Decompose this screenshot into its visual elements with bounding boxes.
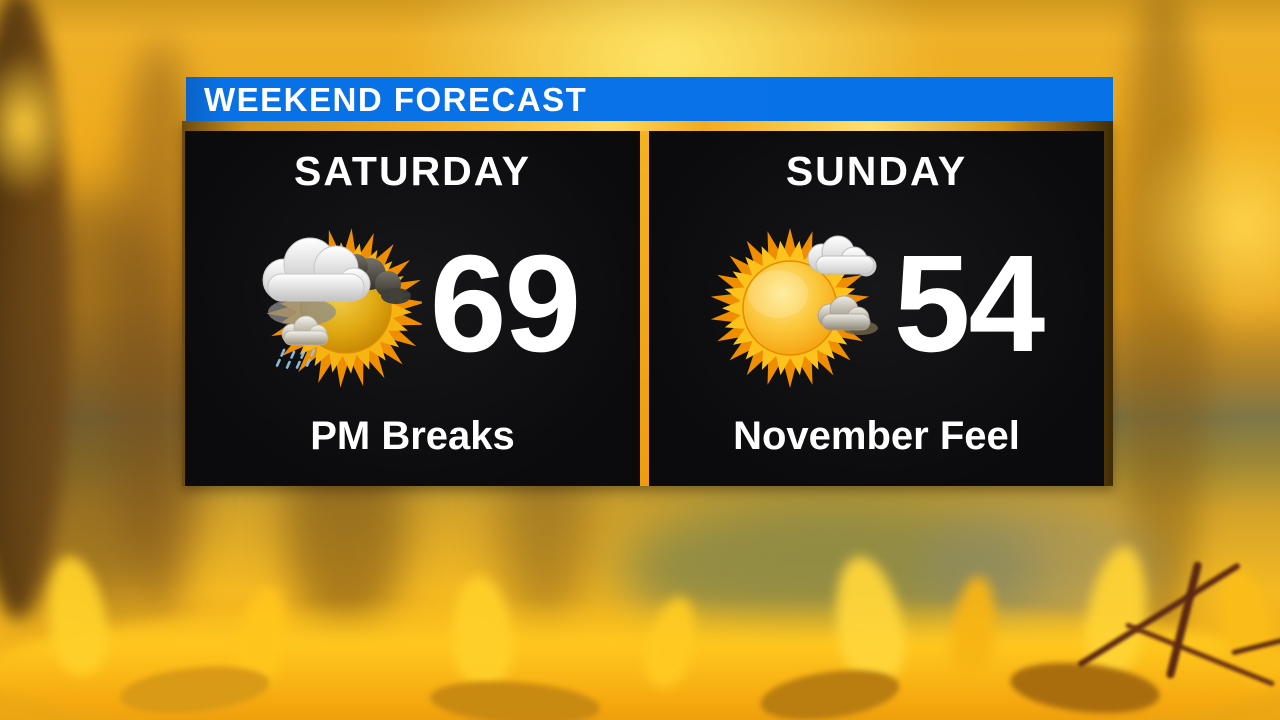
forecast-board: SATURDAY — [182, 121, 1113, 486]
icon-temp-row: 54 — [649, 192, 1104, 416]
shadow-patch — [0, 190, 190, 620]
forecast-title: WEEKEND FORECAST — [204, 80, 588, 118]
sun-behind-rain-clouds-icon — [262, 228, 422, 388]
condition-label: PM Breaks — [310, 414, 515, 458]
day-label: SATURDAY — [294, 148, 531, 194]
temperature-value: 54 — [893, 227, 1045, 381]
day-label: SUNDAY — [785, 148, 968, 194]
forecast-header: WEEKEND FORECAST — [186, 77, 1113, 121]
mostly-sunny-icon — [710, 228, 878, 388]
condition-label: November Feel — [733, 414, 1020, 458]
forecast-panel-saturday: SATURDAY — [185, 131, 640, 486]
icon-temp-row: 69 — [185, 192, 640, 416]
temperature-value: 69 — [429, 227, 581, 381]
panel-divider — [640, 131, 649, 486]
forecast-panel-sunday: SUNDAY — [649, 131, 1104, 486]
